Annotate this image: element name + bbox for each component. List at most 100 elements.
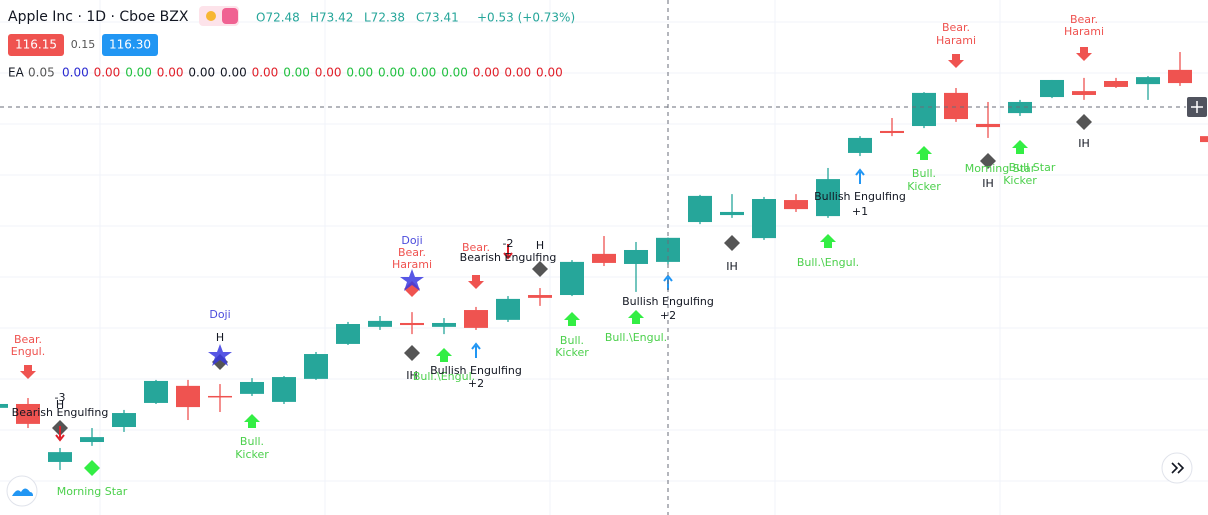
pattern-label: IH [406, 369, 418, 382]
ask-box[interactable] [102, 34, 158, 56]
diamond [724, 235, 740, 251]
pattern-label: Bear. [1070, 13, 1098, 26]
indicator-output: 0.00 [188, 66, 215, 80]
bearish-arrow [948, 54, 964, 68]
star [208, 344, 232, 366]
candle-body [80, 437, 104, 443]
ohlc-value: +0.53 (+0.73%) [477, 11, 575, 25]
pattern-label: Bull.\Engul. [797, 256, 859, 269]
indicator-output: 0.00 [410, 66, 437, 80]
indicator-output: 0.00 [252, 66, 279, 80]
bearish-arrow [468, 275, 484, 289]
indicator-output: 0.00 [536, 66, 563, 80]
pattern-label: Kicker [1003, 174, 1037, 187]
plus-icon [1191, 101, 1203, 113]
candle-body [272, 377, 296, 402]
pattern-label: Bull Star [1009, 161, 1056, 174]
candle-body [112, 413, 136, 428]
diamond [980, 153, 996, 169]
indicator-name: EA [8, 66, 25, 80]
ohlc-value: C73.41 [416, 11, 459, 25]
star [400, 269, 424, 291]
indicator-output: 0.00 [62, 66, 89, 80]
candle-body [240, 381, 264, 394]
pattern-label: H [536, 239, 544, 252]
symbol-title: Apple Inc · 1D · Cboe BZX [8, 9, 189, 25]
ask-price: 116.30 [109, 38, 151, 52]
candle-body [912, 92, 936, 127]
candle-body [464, 310, 488, 328]
candle-body [0, 403, 8, 408]
candle-body [176, 385, 200, 408]
indicator-output: 0.00 [504, 66, 531, 80]
logo-icon [12, 488, 33, 496]
thin-arrow [855, 168, 865, 184]
candle-body [688, 195, 712, 223]
pattern-label: Bull.\Engul. [413, 370, 475, 383]
candle-body [1040, 79, 1064, 98]
candle-body [752, 199, 776, 239]
indicator-output: 0.00 [378, 66, 405, 80]
spread: 0.15 [71, 38, 96, 51]
pattern-label: Bullish Engulfing [814, 190, 906, 203]
pattern-label: Harami [392, 258, 432, 271]
candle-body [304, 354, 328, 379]
ohlc-value: H73.42 [310, 11, 353, 25]
scroll-icon [1171, 462, 1185, 474]
indicator-output: 0.00 [125, 66, 152, 80]
indicator-output: 0.00 [473, 66, 500, 80]
pattern-label: Bullish Engulfing [430, 364, 522, 377]
thin-arrow [55, 426, 65, 442]
candle-body [1136, 77, 1160, 85]
pattern-label: Bull. [560, 334, 584, 347]
indicator-output: 0.00 [283, 66, 310, 80]
pattern-label: Engul. [11, 345, 45, 358]
bid-box[interactable] [8, 34, 64, 56]
pattern-label: Bear. [398, 246, 426, 259]
ohlc-value: O72.48 [256, 11, 300, 25]
status-icon [206, 11, 216, 21]
pattern-label: Bullish Engulfing [622, 295, 714, 308]
pattern-label: Bull. [912, 167, 936, 180]
status-icon-2 [222, 8, 238, 24]
bullish-arrow [564, 312, 580, 326]
candle-body [560, 261, 584, 296]
pattern-label: Bear. [462, 241, 490, 254]
ohlc-value: L72.38 [364, 11, 405, 25]
thin-arrow [471, 342, 481, 358]
candle-body [880, 130, 904, 134]
candle-body [720, 211, 744, 216]
diamond [1076, 114, 1092, 130]
indicator-output: 0.00 [94, 66, 121, 80]
bullish-arrow [436, 348, 452, 362]
pattern-label: +2 [468, 377, 484, 390]
candle-body [432, 322, 456, 327]
pattern-label: Bull. [240, 435, 264, 448]
candle-body [1168, 69, 1192, 84]
pattern-label: Kicker [907, 180, 941, 193]
candle-body [624, 249, 648, 264]
bullish-arrow [244, 414, 260, 428]
pattern-label: Kicker [555, 346, 589, 359]
candle-body [1200, 136, 1208, 143]
pattern-label: IH [1078, 137, 1090, 150]
candle-body [848, 137, 872, 153]
bearish-arrow [20, 365, 36, 379]
indicator-output: 0.00 [441, 66, 468, 80]
bid-price: 116.15 [15, 38, 57, 52]
bullish-arrow [820, 234, 836, 248]
candle-body [1008, 101, 1032, 114]
pattern-label: -3 [55, 391, 66, 404]
diamond [532, 261, 548, 277]
pattern-label: Bearish Engulfing [460, 251, 557, 264]
pattern-label: Doji [209, 308, 230, 321]
indicator-output: 0.00 [315, 66, 342, 80]
candles [0, 52, 1208, 470]
indicator-output: 0.00 [346, 66, 373, 80]
pattern-label: Bearish Engulfing [12, 406, 109, 419]
pattern-label: H [216, 331, 224, 344]
thin-arrow [503, 244, 513, 260]
candle-body [400, 322, 424, 326]
pattern-label: IH [982, 177, 994, 190]
